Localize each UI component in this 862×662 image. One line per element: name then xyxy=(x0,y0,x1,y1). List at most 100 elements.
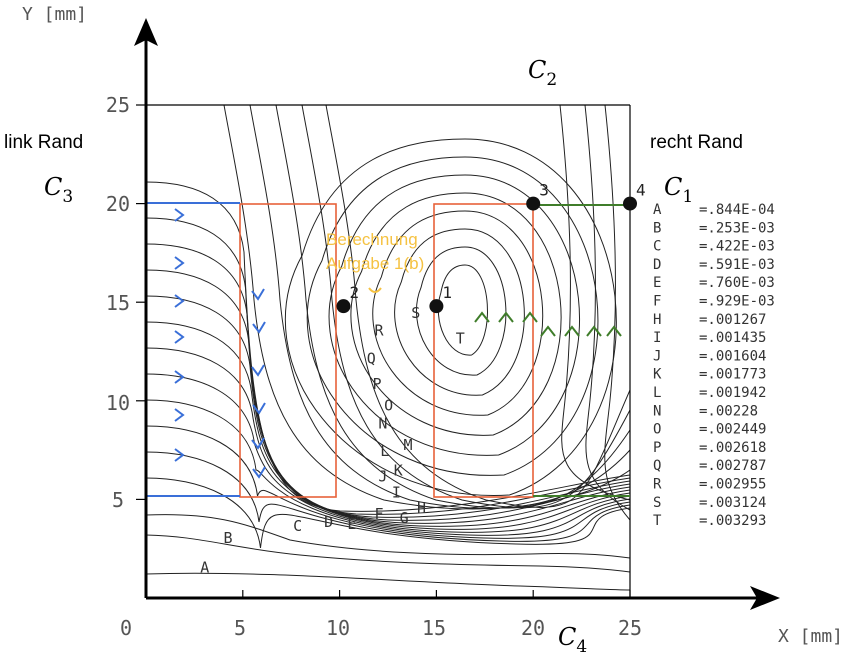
y-tick-10: 10 xyxy=(106,391,130,415)
contour-line xyxy=(146,269,630,521)
green-arrow xyxy=(540,325,556,337)
blue-arrow xyxy=(252,402,266,415)
contour-line xyxy=(146,572,630,591)
contour-line xyxy=(584,105,630,511)
plot-frame xyxy=(146,104,631,598)
contour-line xyxy=(372,210,544,416)
x-axis-label: X [mm] xyxy=(778,626,843,647)
legend-key: F xyxy=(653,294,661,310)
point-label: 3 xyxy=(539,181,549,200)
tick-marks xyxy=(136,104,631,598)
point-marker xyxy=(526,196,541,211)
contour-label: H xyxy=(417,499,426,517)
blue-arrow xyxy=(174,408,185,422)
legend-value: =.003124 xyxy=(699,495,766,511)
legend-value: =.002449 xyxy=(699,422,766,438)
green-arrow xyxy=(522,311,538,323)
legend-value: =.003293 xyxy=(699,513,766,529)
legend-value: =.253E-03 xyxy=(699,220,775,236)
blue-arrow xyxy=(251,288,265,301)
blue-arrow xyxy=(252,466,266,479)
green-flux-arrows xyxy=(474,311,622,337)
axes xyxy=(134,18,780,610)
x-tick-15: 15 xyxy=(422,616,446,640)
point-marker xyxy=(336,299,351,314)
y-tick-labels: 5 10 15 20 25 xyxy=(106,93,130,512)
legend-value: =.001435 xyxy=(699,330,766,346)
legend-value: =.002787 xyxy=(699,458,766,474)
contour-line xyxy=(306,156,599,476)
contour-label: D xyxy=(324,513,333,531)
legend-key: I xyxy=(653,330,661,346)
point-label: 4 xyxy=(636,181,646,200)
contour-label: O xyxy=(384,397,393,415)
contour-label: I xyxy=(392,483,401,501)
y-tick-25: 25 xyxy=(106,93,130,117)
blue-flux-arrows xyxy=(174,208,266,479)
annotation-arrow xyxy=(368,287,382,293)
legend-value: =.002618 xyxy=(699,440,766,456)
green-arrow xyxy=(586,325,602,337)
contour-label: S xyxy=(411,304,420,322)
point-label: 1 xyxy=(442,283,452,302)
contour-line xyxy=(223,105,630,510)
boundary-c2: C2 xyxy=(528,56,557,90)
legend-key: P xyxy=(653,440,661,456)
legend-key: C xyxy=(653,239,661,255)
x-tick-20: 20 xyxy=(521,616,545,640)
legend-key: J xyxy=(653,348,661,364)
blue-arrow xyxy=(174,294,185,308)
contour-label: L xyxy=(380,442,389,460)
right-boundary-text: recht Rand xyxy=(650,132,743,153)
boundary-c1: C1 xyxy=(664,173,693,207)
legend-value: =.760E-03 xyxy=(699,275,775,291)
contour-line xyxy=(328,174,580,456)
contour-line xyxy=(146,477,630,549)
contour-label: Q xyxy=(367,349,376,367)
legend-key: S xyxy=(653,495,661,511)
legend-value: =.002955 xyxy=(699,477,766,493)
contour-label: G xyxy=(400,509,409,527)
point-label: 2 xyxy=(349,283,359,302)
legend-value: =.422E-03 xyxy=(699,239,775,255)
contour-line xyxy=(394,228,525,396)
contour-label: J xyxy=(378,468,387,486)
legend-value: =.929E-03 xyxy=(699,294,775,310)
contour-label: A xyxy=(200,558,209,576)
annotation-line-1: Berechnung xyxy=(326,230,418,249)
x-tick-10: 10 xyxy=(326,616,350,640)
y-tick-5: 5 xyxy=(112,488,124,512)
contour-line xyxy=(146,347,630,530)
region-rectangles xyxy=(239,203,534,498)
contour-label: M xyxy=(403,436,412,454)
legend-key: B xyxy=(653,220,661,236)
legend-value: =.001942 xyxy=(699,385,766,401)
green-arrow xyxy=(498,311,514,323)
contour-label: N xyxy=(378,414,387,432)
left-boundary-text: link Rand xyxy=(4,132,83,153)
blue-arrow xyxy=(174,256,185,270)
x-axis-arrowhead xyxy=(750,586,780,610)
right-boundary-markers xyxy=(474,204,630,497)
right-region-rect xyxy=(433,203,534,498)
point-marker xyxy=(429,299,444,314)
blue-arrow xyxy=(252,321,266,334)
contour-line xyxy=(350,192,562,436)
blue-arrow xyxy=(174,208,185,222)
contour-label: B xyxy=(223,529,232,547)
contour-label: P xyxy=(373,375,382,393)
boundary-c4: C4 xyxy=(558,623,587,657)
blue-arrow xyxy=(174,448,185,462)
legend-value: =.001267 xyxy=(699,312,766,328)
legend-value: =.001773 xyxy=(699,367,766,383)
x-tick-25: 25 xyxy=(618,616,642,640)
contour-lines xyxy=(146,105,630,591)
legend-key: T xyxy=(653,513,662,529)
contour-line xyxy=(437,264,488,356)
contour-label: E xyxy=(347,515,356,533)
y-axis-arrowhead xyxy=(134,18,158,46)
legend-key: Q xyxy=(653,458,661,474)
contour-line xyxy=(146,321,630,527)
